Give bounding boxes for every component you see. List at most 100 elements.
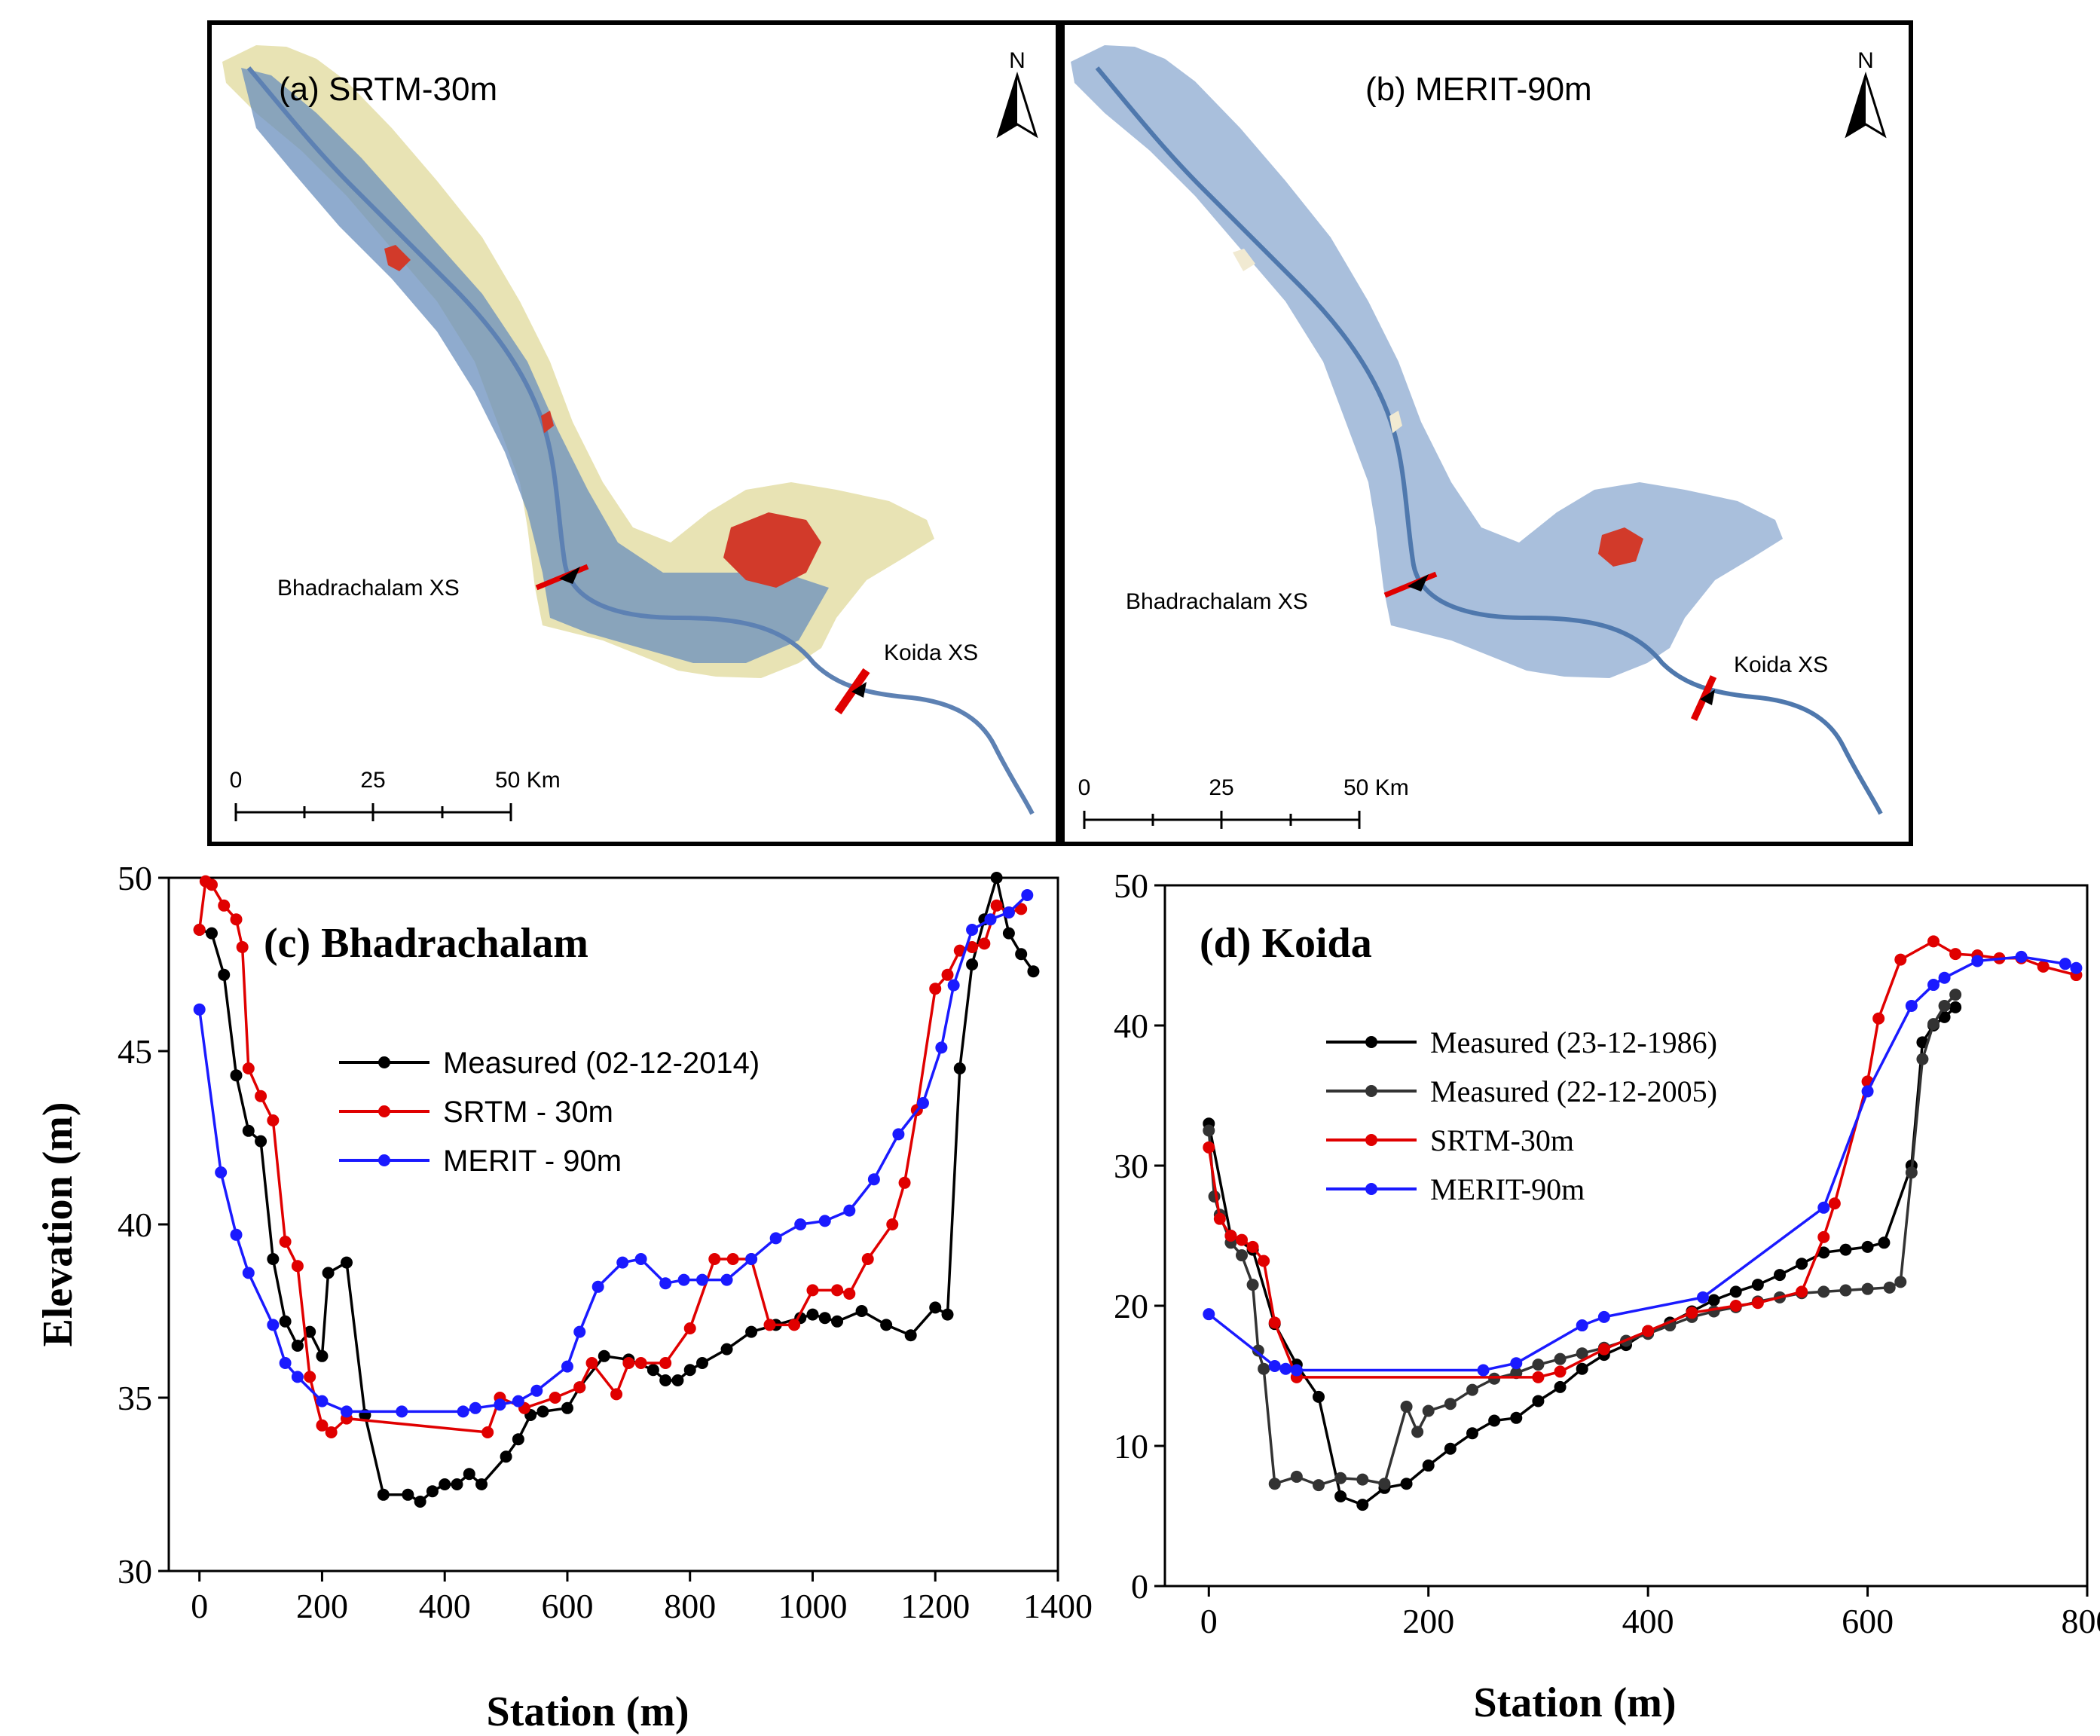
data-point [947,979,960,992]
data-point [1532,1371,1545,1383]
y-tick-label: 40 [118,1206,152,1244]
series-measured-02-12-2014- [193,872,1040,1508]
data-point [193,1003,206,1016]
series-srtm-30m [1203,935,2083,1383]
scale-label-0: 0 [1078,775,1091,800]
data-point [267,1253,280,1265]
highland-patch [384,245,411,271]
data-point [616,1256,629,1269]
scale-bar: 0 25 50 Km [230,768,561,821]
xs-arrow-icon [1700,689,1715,705]
data-point [769,1232,782,1245]
data-point [469,1401,481,1414]
data-point [941,968,954,981]
data-point [1938,971,1951,984]
data-point [726,1253,739,1265]
data-point [341,1405,353,1418]
chart-koida: 0 200 400 600 800 0 10 20 30 40 50 (d) Koida Stati… [1114,866,2100,1726]
data-point [1796,1285,1808,1298]
data-point [242,1124,255,1137]
legend: Measured (23-12-1986) Measured (22-12-200… [1326,1025,1717,1206]
data-point [1290,1470,1303,1483]
axis-ticks: 0 200 400 600 800 0 10 20 30 40 50 [1114,866,2100,1640]
data-point [880,1319,893,1331]
data-point [549,1392,561,1404]
data-point [1002,927,1015,940]
data-point [966,941,979,953]
data-point [1224,1230,1237,1242]
xs-arrow-icon [559,567,580,584]
data-point [1477,1364,1490,1377]
data-point [1444,1398,1457,1410]
data-point [267,1114,280,1126]
data-point [1576,1319,1588,1332]
data-point [916,1097,929,1109]
x-tick-label: 1200 [900,1587,970,1625]
x-tick-label: 800 [664,1587,716,1625]
x-tick-label: 600 [541,1587,593,1625]
series-merit-90m [1203,950,2083,1377]
data-point [904,1329,917,1342]
data-point [1554,1365,1567,1378]
data-point [536,1405,549,1418]
data-point [634,1253,647,1265]
data-point [683,1364,696,1377]
data-point [1213,1212,1226,1225]
y-tick-label: 50 [1114,866,1148,905]
data-point [1927,1018,1940,1031]
data-point [929,1301,942,1314]
data-point [1203,1308,1215,1321]
data-point [1861,1085,1874,1098]
data-point [1268,1478,1281,1490]
data-point [898,1176,911,1189]
y-tick-label: 35 [118,1379,152,1417]
data-point [304,1325,316,1338]
chart-title: (c) Bhadrachalam [264,920,588,967]
data-point [1905,999,1918,1012]
data-point [788,1319,801,1331]
data-point [1828,1197,1841,1210]
map-title: (a) SRTM-30m [279,71,497,108]
data-point [341,1256,353,1269]
scale-label-50: 50 Km [1343,775,1409,800]
data-point [267,1319,280,1331]
data-point [818,1215,831,1227]
data-point [671,1374,684,1386]
data-point [1246,1279,1259,1291]
legend-swatch-marker [1365,1085,1377,1097]
chart-marks [193,872,1040,1508]
data-point [1378,1478,1391,1490]
data-point [622,1357,635,1369]
data-point [1927,935,1940,948]
data-point [325,1426,338,1438]
data-point [2059,958,2071,970]
north-arrow-fill-icon [1847,75,1866,136]
data-point [1002,906,1015,918]
data-point [215,1166,228,1178]
data-point [242,1267,255,1279]
y-axis-label: Elevation (m) [35,1102,81,1346]
legend-label: Measured (23-12-1986) [1430,1025,1717,1059]
data-point [647,1364,659,1377]
data-point [634,1357,647,1369]
plot-frame [1163,884,2089,1588]
data-point [1878,1236,1891,1249]
data-point [1313,1479,1325,1492]
y-tick-label: 30 [1114,1147,1148,1185]
data-point [205,879,218,891]
legend-entry: Measured (22-12-2005) [1326,1074,1717,1108]
data-point [236,941,249,953]
data-point [1817,1230,1830,1243]
y-tick-label: 50 [118,859,152,897]
river-channel [1095,66,1883,815]
data-point [990,872,1003,884]
x-tick-label: 600 [1842,1602,1894,1640]
data-point [439,1478,451,1490]
data-point [1252,1344,1264,1357]
data-point [1872,1012,1885,1025]
scale-label-25: 25 [360,768,385,793]
data-point [892,1128,905,1141]
data-point [475,1478,488,1490]
data-point [1817,1201,1830,1214]
data-point [1258,1362,1270,1375]
